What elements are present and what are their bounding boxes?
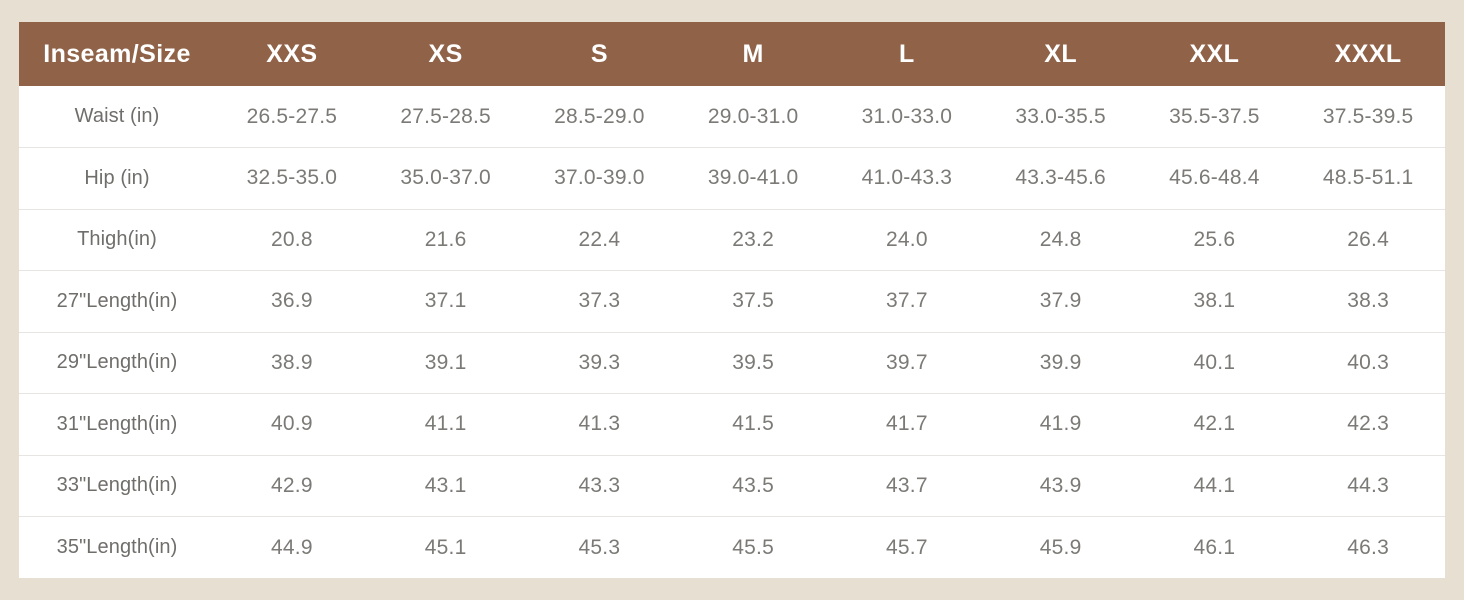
row-value: 35.5-37.5: [1137, 86, 1292, 148]
row-value: 39.1: [368, 331, 523, 394]
row-value: 31.0-33.0: [830, 86, 984, 148]
row-label: Waist (in): [19, 86, 215, 148]
row-value: 28.5-29.0: [522, 86, 677, 148]
header-cell-m: M: [676, 22, 830, 86]
row-value: 37.5: [676, 270, 830, 332]
row-value: 39.9: [983, 331, 1138, 394]
header-cell-xxs: XXS: [215, 22, 369, 86]
row-value: 37.3: [522, 270, 677, 332]
row-value: 46.1: [1137, 516, 1292, 578]
row-value: 21.6: [368, 208, 523, 271]
row-value: 41.5: [676, 393, 830, 455]
row-value: 39.5: [676, 331, 830, 394]
row-value: 41.3: [522, 393, 677, 455]
table-row: 27"Length(in) 36.9 37.1 37.3 37.5 37.7 3…: [19, 270, 1445, 332]
row-value: 45.5: [676, 516, 830, 578]
row-value: 44.9: [215, 516, 369, 578]
row-value: 45.3: [522, 516, 677, 578]
row-value: 44.1: [1137, 454, 1292, 517]
table-row: 31"Length(in) 40.9 41.1 41.3 41.5 41.7 4…: [19, 393, 1445, 455]
table-row: 29"Length(in) 38.9 39.1 39.3 39.5 39.7 3…: [19, 331, 1445, 394]
row-value: 43.1: [368, 454, 523, 517]
row-value: 39.3: [522, 331, 677, 394]
row-value: 41.7: [830, 393, 984, 455]
table-row: Hip (in) 32.5-35.0 35.0-37.0 37.0-39.0 3…: [19, 147, 1445, 209]
row-value: 29.0-31.0: [676, 86, 830, 148]
size-chart-header: Inseam/Size XXS XS S M L XL XXL XXXL: [19, 22, 1445, 86]
row-value: 42.9: [215, 454, 369, 517]
row-value: 24.0: [830, 208, 984, 271]
row-value: 23.2: [676, 208, 830, 271]
row-label: Hip (in): [19, 147, 215, 209]
row-value: 41.1: [368, 393, 523, 455]
row-value: 43.5: [676, 454, 830, 517]
row-value: 37.7: [830, 270, 984, 332]
row-value: 32.5-35.0: [215, 147, 369, 209]
row-value: 38.3: [1291, 270, 1445, 332]
table-row: Waist (in) 26.5-27.5 27.5-28.5 28.5-29.0…: [19, 86, 1445, 148]
row-label: 31"Length(in): [19, 393, 215, 455]
row-value: 44.3: [1291, 454, 1445, 517]
row-value: 33.0-35.5: [983, 86, 1138, 148]
row-value: 41.0-43.3: [830, 147, 984, 209]
row-value: 38.1: [1137, 270, 1292, 332]
row-value: 25.6: [1137, 208, 1292, 271]
header-cell-s: S: [522, 22, 677, 86]
row-value: 40.1: [1137, 331, 1292, 394]
row-value: 39.0-41.0: [676, 147, 830, 209]
size-chart-table: Inseam/Size XXS XS S M L XL XXL XXXL Wai…: [19, 22, 1445, 578]
row-value: 43.3-45.6: [983, 147, 1138, 209]
row-value: 40.3: [1291, 331, 1445, 394]
row-value: 43.7: [830, 454, 984, 517]
row-value: 24.8: [983, 208, 1138, 271]
header-cell-xl: XL: [983, 22, 1138, 86]
row-value: 36.9: [215, 270, 369, 332]
row-value: 20.8: [215, 208, 369, 271]
row-value: 45.7: [830, 516, 984, 578]
header-cell-xs: XS: [368, 22, 523, 86]
table-row: 35"Length(in) 44.9 45.1 45.3 45.5 45.7 4…: [19, 516, 1445, 578]
row-value: 45.9: [983, 516, 1138, 578]
row-label: 33"Length(in): [19, 454, 215, 517]
row-label: 27"Length(in): [19, 270, 215, 332]
row-value: 27.5-28.5: [368, 86, 523, 148]
table-row: Thigh(in) 20.8 21.6 22.4 23.2 24.0 24.8 …: [19, 208, 1445, 271]
header-cell-xxxl: XXXL: [1291, 22, 1445, 86]
header-cell-l: L: [830, 22, 984, 86]
row-value: 35.0-37.0: [368, 147, 523, 209]
row-value: 37.5-39.5: [1291, 86, 1445, 148]
row-value: 42.1: [1137, 393, 1292, 455]
row-value: 40.9: [215, 393, 369, 455]
size-chart-panel: Inseam/Size XXS XS S M L XL XXL XXXL Wai…: [19, 22, 1445, 578]
row-value: 37.0-39.0: [522, 147, 677, 209]
row-value: 42.3: [1291, 393, 1445, 455]
row-value: 39.7: [830, 331, 984, 394]
row-value: 43.3: [522, 454, 677, 517]
row-value: 26.4: [1291, 208, 1445, 271]
row-label: 29"Length(in): [19, 331, 215, 394]
row-value: 48.5-51.1: [1291, 147, 1445, 209]
row-value: 41.9: [983, 393, 1138, 455]
header-cell-xxl: XXL: [1137, 22, 1292, 86]
row-label: Thigh(in): [19, 208, 215, 271]
row-value: 38.9: [215, 331, 369, 394]
size-chart-body: Waist (in) 26.5-27.5 27.5-28.5 28.5-29.0…: [19, 86, 1445, 578]
row-value: 37.9: [983, 270, 1138, 332]
row-value: 37.1: [368, 270, 523, 332]
table-row: 33"Length(in) 42.9 43.1 43.3 43.5 43.7 4…: [19, 454, 1445, 517]
row-value: 45.1: [368, 516, 523, 578]
header-cell-inseam-size: Inseam/Size: [19, 22, 215, 86]
row-value: 26.5-27.5: [215, 86, 369, 148]
row-value: 46.3: [1291, 516, 1445, 578]
row-value: 45.6-48.4: [1137, 147, 1292, 209]
row-value: 22.4: [522, 208, 677, 271]
header-row: Inseam/Size XXS XS S M L XL XXL XXXL: [19, 22, 1445, 86]
row-label: 35"Length(in): [19, 516, 215, 578]
row-value: 43.9: [983, 454, 1138, 517]
